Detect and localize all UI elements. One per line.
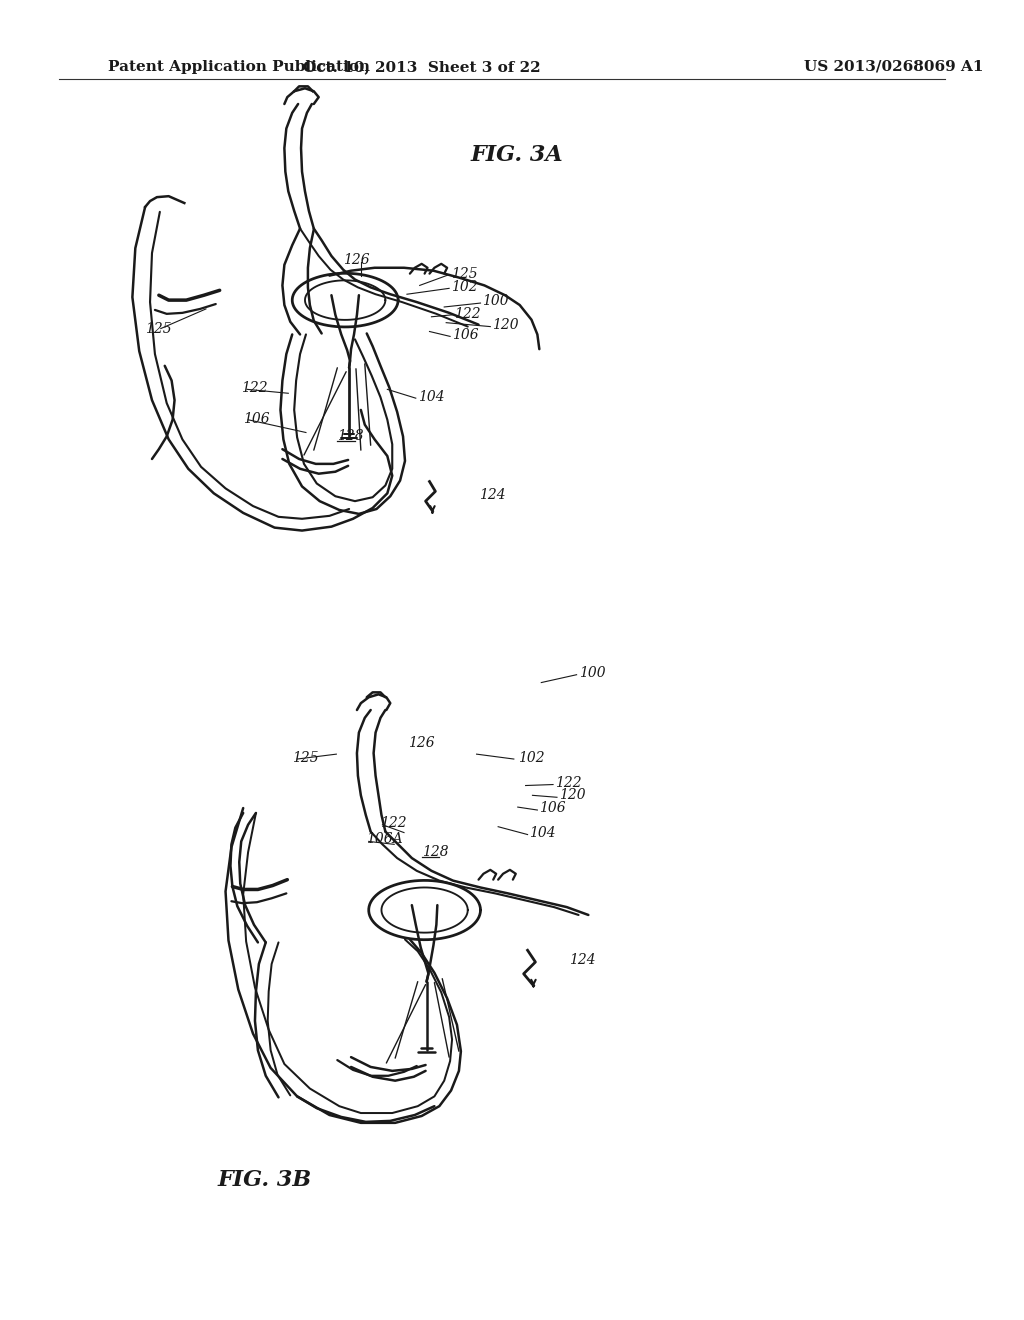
Text: 125: 125 <box>145 322 172 335</box>
Text: 106: 106 <box>243 412 269 426</box>
Text: 124: 124 <box>478 488 505 502</box>
Text: 106: 106 <box>540 801 566 814</box>
Text: 104: 104 <box>529 825 556 840</box>
Text: 122: 122 <box>381 816 408 830</box>
Text: Oct. 10, 2013  Sheet 3 of 22: Oct. 10, 2013 Sheet 3 of 22 <box>303 59 541 74</box>
Text: 104: 104 <box>418 391 444 404</box>
Text: 120: 120 <box>559 788 586 803</box>
Text: US 2013/0268069 A1: US 2013/0268069 A1 <box>804 59 984 74</box>
Text: 106A: 106A <box>366 833 402 846</box>
Text: 124: 124 <box>568 953 595 968</box>
Text: 100: 100 <box>579 665 605 680</box>
Text: FIG. 3B: FIG. 3B <box>218 1168 312 1191</box>
Text: 122: 122 <box>242 381 268 396</box>
Text: 128: 128 <box>337 429 364 444</box>
Text: 102: 102 <box>452 280 478 294</box>
Text: 128: 128 <box>422 845 449 859</box>
Text: Patent Application Publication: Patent Application Publication <box>108 59 370 74</box>
Text: 125: 125 <box>452 267 478 281</box>
Text: 126: 126 <box>343 253 370 267</box>
Text: 120: 120 <box>493 318 519 331</box>
Text: 122: 122 <box>454 306 480 321</box>
Text: 126: 126 <box>408 737 434 750</box>
Text: 106: 106 <box>452 329 478 342</box>
Text: FIG. 3A: FIG. 3A <box>471 144 563 166</box>
Text: 102: 102 <box>518 751 545 766</box>
Text: 122: 122 <box>555 776 582 789</box>
Text: 125: 125 <box>292 751 318 766</box>
Text: 100: 100 <box>482 294 509 308</box>
